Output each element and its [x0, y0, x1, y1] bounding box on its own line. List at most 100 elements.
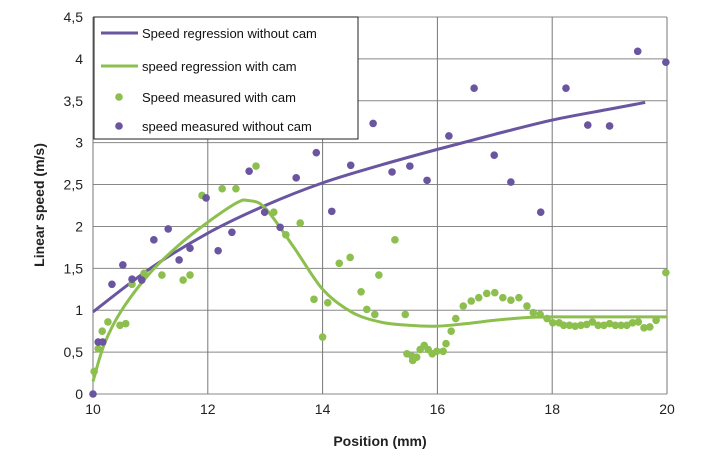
y-tick-label: 1 — [75, 302, 83, 318]
y-tick-label: 0 — [75, 386, 83, 402]
data-point-series-2 — [634, 318, 643, 326]
data-point-series-2 — [594, 321, 602, 330]
data-point-series-3 — [388, 168, 396, 176]
y-tick-label: 4 — [75, 51, 83, 67]
data-point-series-3 — [175, 256, 183, 264]
data-point-series-2 — [447, 327, 455, 335]
data-point-series-2 — [412, 353, 421, 361]
data-point-series-2 — [628, 318, 637, 327]
y-tick-label: 4,5 — [64, 9, 84, 25]
data-point-series-3 — [470, 84, 478, 93]
data-point-series-3 — [214, 246, 222, 255]
data-point-series-2 — [536, 310, 544, 319]
legend-box — [93, 16, 359, 140]
data-point-series-2 — [491, 288, 499, 297]
y-tick-label: 1,5 — [64, 260, 84, 276]
data-point-series-3 — [137, 276, 146, 284]
data-point-series-2 — [507, 296, 515, 304]
data-point-series-2 — [662, 268, 670, 277]
data-point-series-2 — [371, 310, 379, 319]
data-point-series-3 — [583, 121, 592, 129]
series-points — [89, 47, 670, 398]
legend-label-1: speed regression with cam — [142, 59, 297, 74]
data-point-series-2 — [439, 347, 447, 356]
data-point-series-3 — [346, 161, 355, 170]
data-point-series-3 — [89, 390, 97, 398]
data-point-series-2 — [218, 184, 226, 193]
data-point-series-2 — [474, 293, 483, 302]
data-point-series-2 — [335, 259, 344, 268]
data-point-series-2 — [565, 321, 574, 330]
data-point-series-2 — [588, 318, 597, 326]
data-point-series-2 — [617, 321, 625, 330]
data-point-series-3 — [312, 148, 321, 157]
data-point-series-2 — [467, 297, 476, 305]
y-tick-label: 0,5 — [64, 344, 84, 360]
data-point-series-2 — [548, 318, 557, 327]
data-point-series-3 — [260, 208, 269, 217]
x-tick-label: 12 — [200, 401, 216, 417]
data-point-series-2 — [90, 367, 98, 376]
data-point-series-2 — [523, 302, 531, 310]
legend-swatch-2 — [115, 93, 123, 101]
data-point-series-2 — [140, 269, 148, 278]
y-tick-label: 2 — [75, 218, 83, 234]
data-point-series-3 — [228, 228, 236, 237]
data-point-series-2 — [179, 276, 187, 284]
data-point-series-2 — [357, 287, 365, 296]
data-point-series-2 — [282, 231, 290, 239]
data-point-series-3 — [164, 225, 172, 233]
y-axis-label: Linear speed (m/s) — [31, 143, 47, 267]
series-lines — [91, 100, 667, 382]
data-point-series-2 — [582, 320, 591, 329]
data-point-series-2 — [104, 318, 112, 326]
data-point-series-3 — [406, 162, 414, 170]
data-point-series-2 — [158, 271, 166, 279]
data-point-series-2 — [442, 339, 450, 348]
data-point-series-2 — [433, 347, 441, 356]
data-point-series-3 — [292, 174, 300, 182]
data-point-series-3 — [605, 122, 614, 130]
data-point-series-2 — [611, 321, 620, 330]
y-tick-label: 3 — [75, 135, 83, 151]
data-point-series-2 — [401, 310, 410, 319]
data-point-series-3 — [202, 194, 210, 202]
data-point-series-2 — [652, 316, 660, 325]
data-point-series-3 — [490, 151, 499, 160]
data-point-series-3 — [108, 280, 116, 289]
x-axis-label: Position (mm) — [333, 433, 426, 449]
data-point-series-2 — [499, 293, 507, 302]
data-point-series-2 — [605, 319, 614, 328]
data-point-series-2 — [559, 321, 568, 330]
data-point-series-3 — [562, 84, 570, 93]
data-point-series-3 — [445, 132, 453, 140]
data-point-series-3 — [369, 119, 377, 128]
data-point-series-3 — [423, 176, 431, 185]
data-point-series-2 — [529, 308, 538, 317]
data-point-series-3 — [276, 223, 284, 232]
tick-labels: 0 0,5 1 1,5 2 2,5 3 3,5 4 4,5 10 12 14 16 18 20 — [64, 9, 675, 417]
data-point-series-3 — [119, 261, 127, 269]
data-point-series-2 — [346, 253, 354, 262]
y-tick-label: 3,5 — [64, 93, 84, 109]
data-point-series-2 — [362, 305, 371, 314]
legend-label-0: Speed regression without cam — [142, 26, 317, 41]
x-tick-label: 18 — [544, 401, 560, 417]
x-tick-label: 14 — [315, 401, 331, 417]
data-point-series-3 — [327, 207, 336, 216]
data-point-series-3 — [507, 178, 515, 186]
data-point-series-2 — [98, 327, 106, 335]
data-point-series-3 — [150, 236, 158, 244]
data-point-series-2 — [515, 293, 523, 302]
data-point-series-3 — [245, 167, 253, 175]
series-line-0 — [92, 100, 646, 314]
y-tick-label: 2,5 — [64, 177, 84, 193]
data-point-series-3 — [128, 275, 136, 284]
data-point-series-2 — [186, 271, 194, 279]
legend-label-3: speed measured without cam — [142, 119, 312, 134]
data-point-series-2 — [482, 289, 491, 298]
data-point-series-2 — [645, 323, 654, 331]
data-point-series-2 — [94, 344, 102, 353]
